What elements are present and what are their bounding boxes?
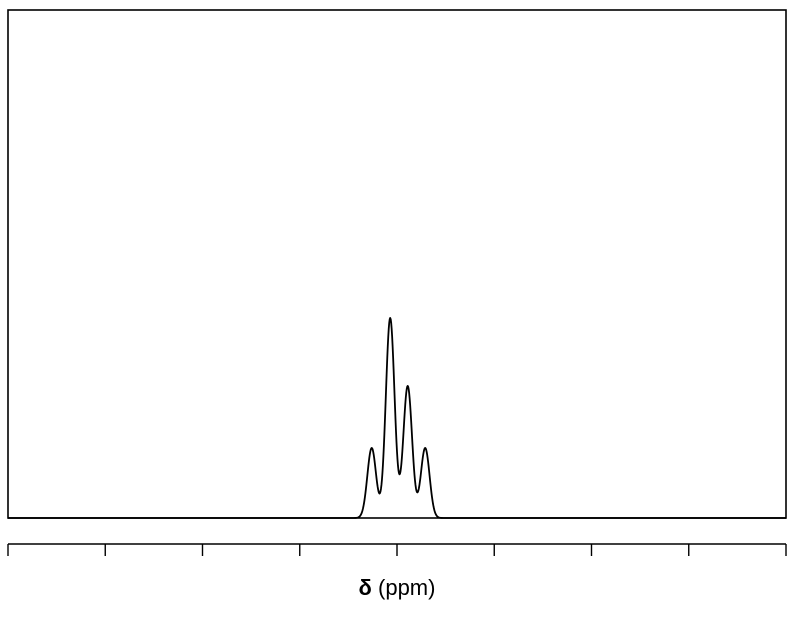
x-axis-ticks (7, 544, 787, 556)
plot-frame (7, 9, 787, 519)
spectrum-trace (7, 317, 787, 519)
x-axis-label: δ (ppm) (0, 575, 794, 601)
delta-symbol: δ (358, 575, 372, 600)
x-axis-unit: (ppm) (371, 575, 436, 600)
